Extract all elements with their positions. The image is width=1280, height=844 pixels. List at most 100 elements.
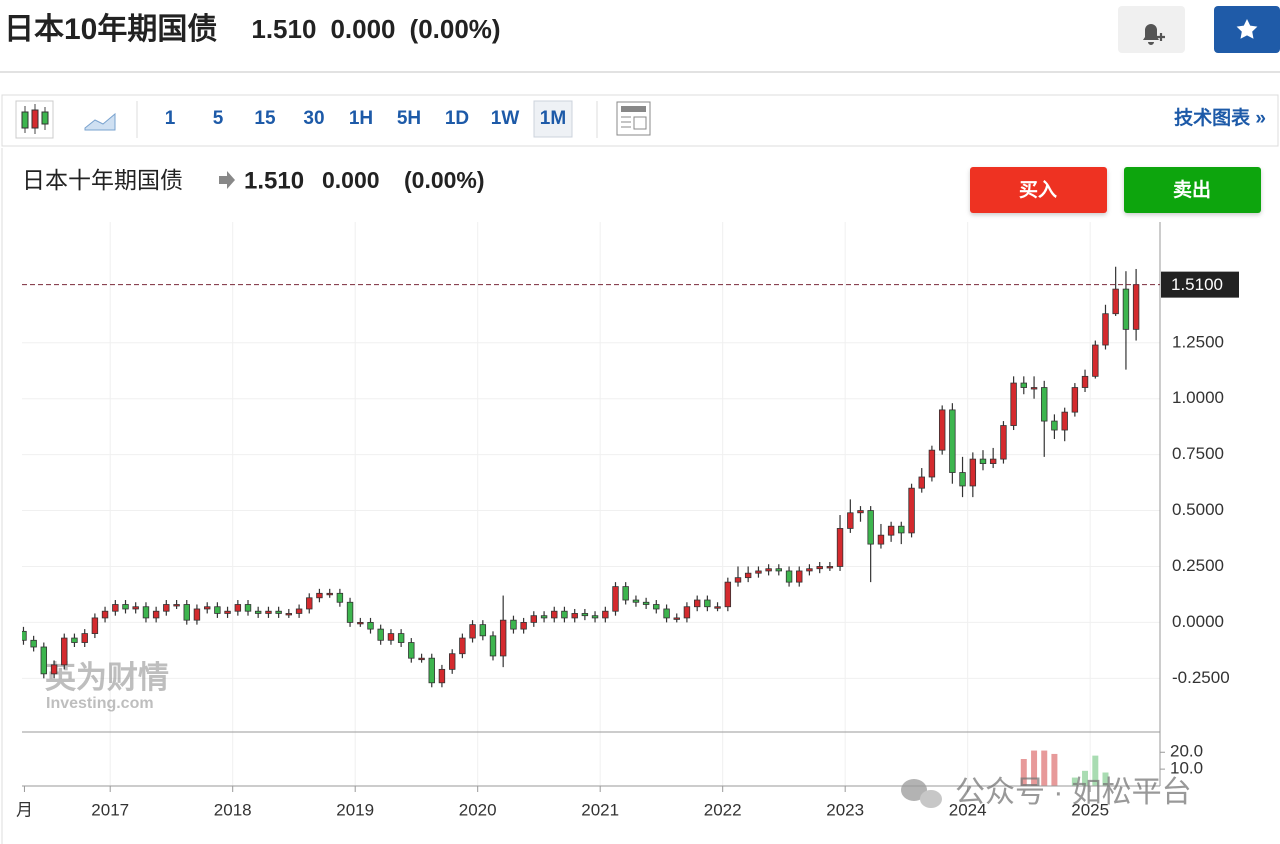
technical-chart-link[interactable]: 技术图表 » [1174, 106, 1266, 129]
candle-body [683, 606, 691, 619]
header-change: 0.000 [330, 14, 395, 44]
candle-body [50, 664, 58, 675]
candle-body [673, 617, 680, 620]
chart-price: 1.510 [244, 167, 304, 194]
volume-bar [1031, 750, 1038, 786]
candle-body [1071, 387, 1079, 413]
interval-button[interactable]: 15 [254, 108, 276, 129]
y-tick-label: -0.2500 [1172, 668, 1230, 687]
watchlist-button[interactable] [1214, 6, 1280, 53]
candle-body [1010, 382, 1017, 426]
candle-body [602, 610, 609, 619]
candle-body [734, 577, 742, 583]
volume-bar [1082, 770, 1089, 786]
candle-body [867, 510, 874, 545]
candle-body [418, 657, 425, 661]
candle-body [357, 621, 364, 625]
candle-body [346, 601, 354, 623]
header: 日本10年期国债 1.510 0.000 (0.00%) [0, 0, 1280, 73]
wechat-watermark: 公众号 · 如松平台 [901, 776, 1192, 809]
header-change-pct: (0.00%) [410, 14, 501, 44]
candle-body [91, 617, 99, 634]
area-type-button[interactable] [84, 112, 116, 131]
candle-body [152, 610, 160, 619]
candle-body [61, 637, 68, 666]
toolbar: 技术图表 » 1 5 15 30 1H 5H 1D 1W 1M [1, 94, 1279, 147]
candle-body [499, 619, 507, 657]
candle-body [989, 458, 997, 464]
arrow-icon [219, 171, 235, 189]
candle-body [336, 592, 344, 603]
y-tick-label: 0.7500 [1172, 444, 1224, 463]
chart-title: 日本十年期国债 [22, 167, 183, 193]
candle-body [632, 599, 640, 603]
interval-button[interactable]: 5H [397, 108, 421, 129]
candle-body [367, 621, 374, 630]
chart-change: 0.000 [322, 167, 380, 193]
buy-button-bg[interactable] [970, 167, 1107, 213]
candle-body [40, 646, 48, 675]
candle-body [449, 653, 456, 670]
volume-tick-label: 10.0 [1170, 759, 1203, 778]
volume-bar [1092, 755, 1099, 786]
interval-button[interactable]: 1W [491, 108, 520, 129]
interval-button[interactable]: 5 [213, 108, 224, 129]
candle-body [561, 610, 568, 619]
candle-body [469, 624, 476, 639]
watermark: 英为财情 Investing.com [45, 660, 169, 712]
candle-body [275, 610, 282, 614]
star-icon [1236, 19, 1258, 39]
area-icon[interactable] [84, 112, 116, 131]
candle-body [1102, 313, 1109, 346]
candle-body [663, 608, 670, 619]
volume-bar [1020, 759, 1027, 786]
interval-button[interactable]: 1D [445, 108, 469, 129]
buy-label[interactable]: 买入 [1019, 179, 1057, 201]
candle-body [193, 608, 201, 621]
candle-body [224, 610, 231, 614]
volume-bar [1102, 772, 1109, 786]
sell-button-bg[interactable] [1124, 167, 1261, 213]
x-tick-label: 2025 [1071, 800, 1109, 819]
candle-body [551, 610, 558, 619]
candle-body [438, 668, 446, 684]
interval-button[interactable]: 30 [303, 108, 324, 129]
candle-body [1122, 288, 1130, 330]
candle-body [265, 610, 272, 614]
candle-body [428, 657, 435, 684]
buy-button[interactable]: 买入 [970, 167, 1107, 213]
candle-body [520, 621, 527, 630]
candle-body [908, 487, 915, 534]
header-bg [0, 0, 1280, 72]
layout-icon-bar [621, 106, 646, 112]
candle-body [408, 642, 415, 659]
last-price-box [1161, 271, 1239, 298]
candle-body [183, 604, 190, 621]
layout-button[interactable] [616, 101, 651, 136]
sell-label[interactable]: 卖出 [1173, 178, 1211, 201]
candle-body [887, 525, 895, 536]
y-tick-label: 0.0000 [1172, 612, 1224, 631]
candle-body [510, 619, 517, 630]
interval-button[interactable]: 1H [349, 108, 373, 129]
y-tick-label: 0.2500 [1172, 556, 1224, 575]
layout-icon-lines [621, 116, 647, 130]
candle-body [704, 599, 711, 608]
x-tick-label: 2020 [459, 800, 497, 819]
alert-button[interactable] [1118, 6, 1185, 53]
interval-button[interactable]: 1 [165, 108, 176, 129]
candle-type-button[interactable] [15, 100, 54, 139]
candle-body [1051, 420, 1058, 431]
grid [22, 222, 1160, 786]
candle-body [928, 449, 936, 478]
sell-button[interactable]: 卖出 [1124, 167, 1261, 213]
last-price-label: 1.5100 [1171, 275, 1223, 294]
x-tick-label: 2022 [704, 800, 742, 819]
candle-body [693, 599, 701, 608]
x-tick-label: 2019 [336, 800, 374, 819]
wechat-icon [920, 790, 942, 808]
interval-active-bg[interactable] [533, 100, 573, 138]
interval-button[interactable]: 1M [540, 108, 566, 129]
candle-body [316, 592, 323, 599]
candle-body [163, 604, 170, 612]
